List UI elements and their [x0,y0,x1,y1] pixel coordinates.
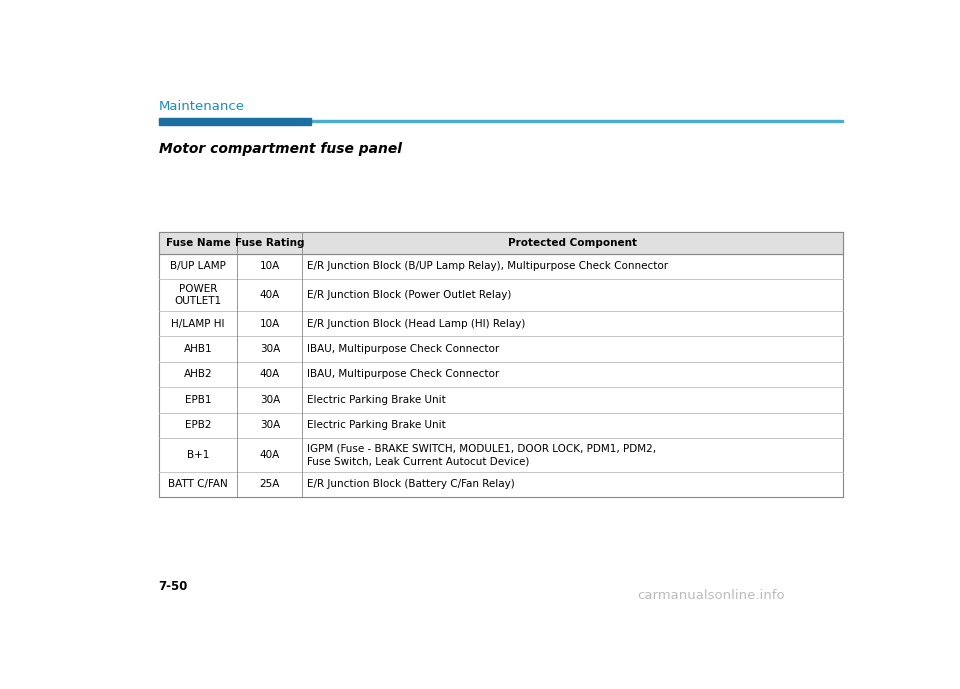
Text: POWER
OUTLET1: POWER OUTLET1 [175,284,222,306]
Text: 40A: 40A [260,290,280,300]
Text: 7-50: 7-50 [158,580,188,593]
Bar [158,118,311,125]
Text: 40A: 40A [260,369,280,380]
Text: EPB2: EPB2 [184,420,211,431]
Text: Protected Component: Protected Component [508,238,637,248]
Text: B+1: B+1 [187,450,209,460]
Text: IGPM (Fuse - BRAKE SWITCH, MODULE1, DOOR LOCK, PDM1, PDM2,
Fuse Switch, Leak Cur: IGPM (Fuse - BRAKE SWITCH, MODULE1, DOOR… [307,444,656,466]
Text: Electric Parking Brake Unit: Electric Parking Brake Unit [307,420,445,431]
Text: E/R Junction Block (Head Lamp (HI) Relay): E/R Junction Block (Head Lamp (HI) Relay… [307,318,525,329]
Text: E/R Junction Block (Power Outlet Relay): E/R Junction Block (Power Outlet Relay) [307,290,512,300]
Text: H/LAMP HI: H/LAMP HI [171,318,225,329]
Text: Maintenance: Maintenance [158,101,245,114]
Text: 10A: 10A [260,318,280,329]
Text: 40A: 40A [260,450,280,460]
Text: Electric Parking Brake Unit: Electric Parking Brake Unit [307,395,445,405]
Text: E/R Junction Block (B/UP Lamp Relay), Multipurpose Check Connector: E/R Junction Block (B/UP Lamp Relay), Mu… [307,261,668,271]
Bar [158,232,843,254]
Text: B/UP LAMP: B/UP LAMP [170,261,226,271]
Text: 30A: 30A [260,344,280,354]
Text: Motor compartment fuse panel: Motor compartment fuse panel [158,142,401,156]
Text: IBAU, Multipurpose Check Connector: IBAU, Multipurpose Check Connector [307,369,499,380]
Text: AHB2: AHB2 [183,369,212,380]
Text: E/R Junction Block (Battery C/Fan Relay): E/R Junction Block (Battery C/Fan Relay) [307,480,515,489]
Text: Fuse Name: Fuse Name [166,238,230,248]
Text: Fuse Rating: Fuse Rating [235,238,304,248]
Text: 10A: 10A [260,261,280,271]
Text: 30A: 30A [260,395,280,405]
Text: EPB1: EPB1 [184,395,211,405]
Text: BATT C/FAN: BATT C/FAN [168,480,228,489]
Text: 25A: 25A [260,480,280,489]
Text: 30A: 30A [260,420,280,431]
Text: carmanualsonline.info: carmanualsonline.info [637,588,784,601]
Text: IBAU, Multipurpose Check Connector: IBAU, Multipurpose Check Connector [307,344,499,354]
Text: AHB1: AHB1 [183,344,212,354]
Bar [158,120,843,122]
